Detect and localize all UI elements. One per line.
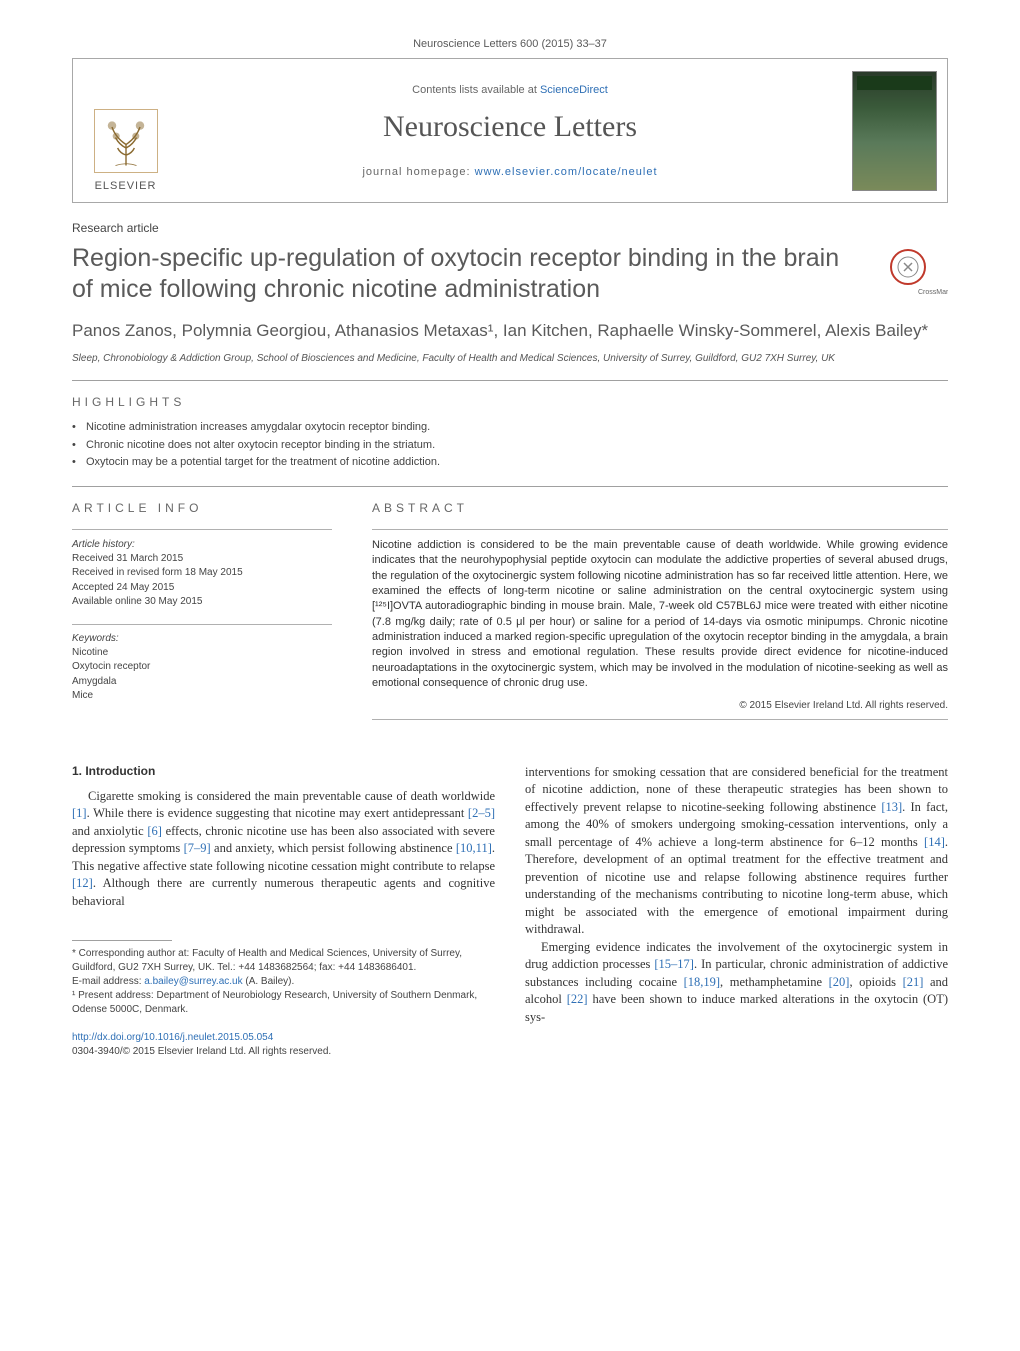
email-name: (A. Bailey). (243, 976, 295, 987)
crossmark-icon[interactable]: CrossMark (888, 247, 948, 307)
elsevier-logo-icon (91, 106, 161, 176)
footnote-divider (72, 940, 172, 941)
history-line: Accepted 24 May 2015 (72, 581, 332, 596)
body-paragraph: Emerging evidence indicates the involvem… (525, 939, 948, 1027)
citation-link[interactable]: [10,11] (456, 841, 492, 855)
citation-link[interactable]: [7–9] (184, 841, 211, 855)
citation-link[interactable]: [1] (72, 806, 87, 820)
body-text: , opioids (849, 975, 902, 989)
citation-link[interactable]: [20] (829, 975, 850, 989)
corresponding-author: * Corresponding author at: Faculty of He… (72, 947, 495, 975)
keyword: Nicotine (72, 646, 332, 661)
highlights-label: HIGHLIGHTS (72, 395, 948, 409)
document-type: Research article (72, 221, 948, 235)
section-heading: 1. Introduction (72, 764, 495, 778)
issn-copyright: 0304-3940/© 2015 Elsevier Ireland Ltd. A… (72, 1045, 495, 1059)
citation-link[interactable]: [13] (881, 800, 902, 814)
highlight-item: Chronic nicotine does not alter oxytocin… (72, 437, 948, 455)
journal-title: Neuroscience Letters (383, 110, 637, 144)
body-columns: 1. Introduction Cigarette smoking is con… (72, 764, 948, 1060)
homepage-prefix: journal homepage: (362, 166, 474, 178)
citation-link[interactable]: [15–17] (654, 957, 694, 971)
history-line: Available online 30 May 2015 (72, 595, 332, 610)
footnotes: * Corresponding author at: Faculty of He… (72, 947, 495, 1017)
article-info-label: ARTICLE INFO (72, 501, 332, 515)
citation-link[interactable]: [14] (924, 835, 945, 849)
citation-link[interactable]: [18,19] (684, 975, 720, 989)
body-text: . Therefore, development of an optimal t… (525, 835, 948, 937)
body-text: . Although there are currently numerous … (72, 876, 495, 908)
history-line: Received 31 March 2015 (72, 552, 332, 567)
abstract-label: ABSTRACT (372, 501, 948, 515)
article-title: Region-specific up-regulation of oxytoci… (72, 243, 852, 306)
body-text: . While there is evidence suggesting tha… (87, 806, 468, 820)
citation-link[interactable]: [6] (147, 824, 162, 838)
keywords-label: Keywords: (72, 633, 332, 644)
citation-link[interactable]: [22] (567, 992, 588, 1006)
publisher-name: ELSEVIER (95, 180, 157, 192)
highlights-list: Nicotine administration increases amygda… (72, 419, 948, 472)
highlight-item: Nicotine administration increases amygda… (72, 419, 948, 437)
contents-prefix: Contents lists available at (412, 84, 540, 96)
email-label: E-mail address: (72, 976, 144, 987)
journal-reference: Neuroscience Letters 600 (2015) 33–37 (72, 38, 948, 50)
doi-block: http://dx.doi.org/10.1016/j.neulet.2015.… (72, 1031, 495, 1059)
citation-link[interactable]: [21] (903, 975, 924, 989)
body-text: and anxiety, which persist following abs… (211, 841, 456, 855)
highlight-item: Oxytocin may be a potential target for t… (72, 454, 948, 472)
abstract-column: ABSTRACT Nicotine addiction is considere… (372, 487, 948, 728)
keyword: Oxytocin receptor (72, 660, 332, 675)
email-link[interactable]: a.bailey@surrey.ac.uk (144, 976, 242, 987)
affiliation: Sleep, Chronobiology & Addiction Group, … (72, 352, 948, 366)
keyword: Amygdala (72, 675, 332, 690)
abstract-copyright: © 2015 Elsevier Ireland Ltd. All rights … (372, 700, 948, 711)
history-line: Received in revised form 18 May 2015 (72, 566, 332, 581)
sciencedirect-link[interactable]: ScienceDirect (540, 84, 608, 96)
history-label: Article history: (72, 538, 332, 552)
homepage-line: journal homepage: www.elsevier.com/locat… (362, 166, 657, 178)
article-info-column: ARTICLE INFO Article history: Received 3… (72, 487, 332, 728)
body-paragraph: interventions for smoking cessation that… (525, 764, 948, 939)
authors: Panos Zanos, Polymnia Georgiou, Athanasi… (72, 320, 948, 343)
citation-link[interactable]: [12] (72, 876, 93, 890)
contents-line: Contents lists available at ScienceDirec… (412, 84, 608, 96)
body-text: , methamphetamine (720, 975, 829, 989)
homepage-link[interactable]: www.elsevier.com/locate/neulet (475, 166, 658, 178)
citation-link[interactable]: [2–5] (468, 806, 495, 820)
svg-text:CrossMark: CrossMark (918, 289, 948, 296)
journal-header: ELSEVIER Contents lists available at Sci… (72, 58, 948, 203)
present-address: ¹ Present address: Department of Neurobi… (72, 989, 495, 1017)
divider (72, 380, 948, 381)
body-text: Cigarette smoking is considered the main… (88, 789, 495, 803)
publisher-block: ELSEVIER (73, 59, 178, 202)
doi-link[interactable]: http://dx.doi.org/10.1016/j.neulet.2015.… (72, 1032, 273, 1043)
abstract-text: Nicotine addiction is considered to be t… (372, 538, 948, 692)
keyword: Mice (72, 689, 332, 704)
body-text: and anxiolytic (72, 824, 147, 838)
journal-cover-thumbnail (852, 71, 937, 191)
body-text: have been shown to induce marked alterat… (525, 992, 948, 1024)
body-paragraph: Cigarette smoking is considered the main… (72, 788, 495, 911)
